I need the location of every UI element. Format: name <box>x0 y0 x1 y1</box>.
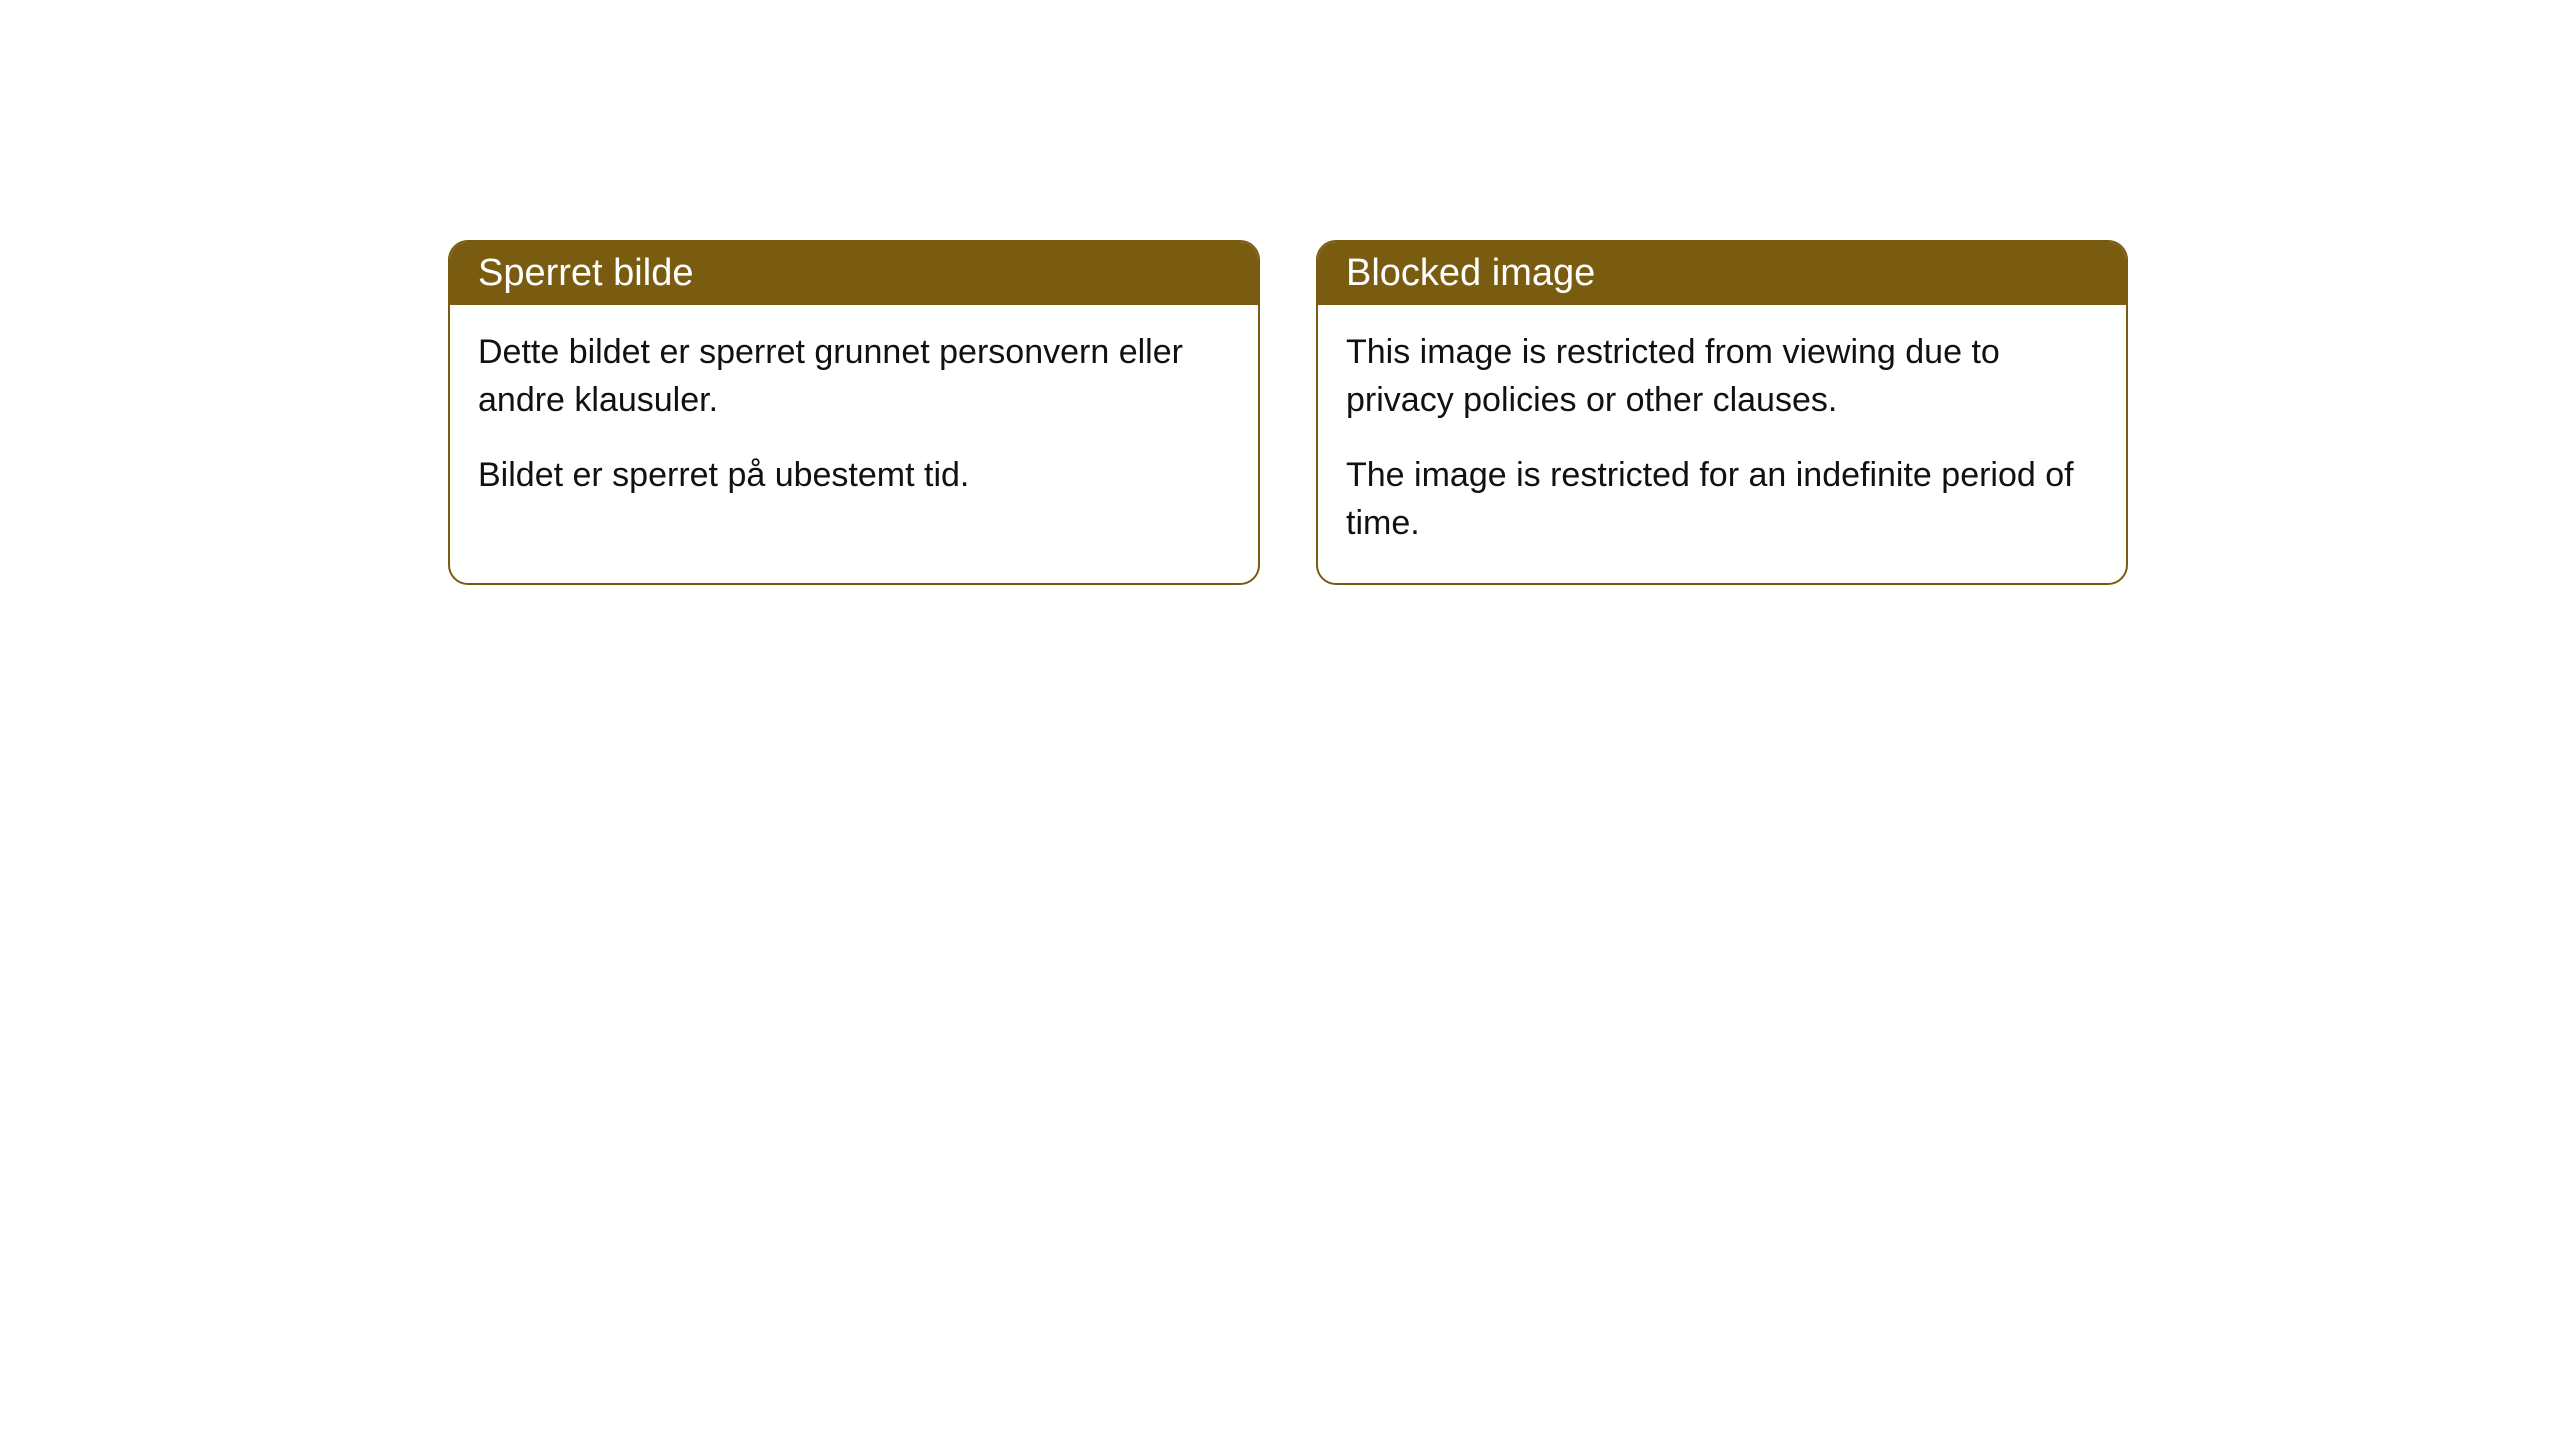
notice-cards-container: Sperret bilde Dette bildet er sperret gr… <box>448 240 2128 585</box>
card-paragraph: This image is restricted from viewing du… <box>1346 329 2098 424</box>
card-paragraph: Bildet er sperret på ubestemt tid. <box>478 452 1230 500</box>
card-header-norwegian: Sperret bilde <box>450 242 1258 305</box>
notice-card-norwegian: Sperret bilde Dette bildet er sperret gr… <box>448 240 1260 585</box>
notice-card-english: Blocked image This image is restricted f… <box>1316 240 2128 585</box>
card-paragraph: The image is restricted for an indefinit… <box>1346 452 2098 547</box>
card-title: Sperret bilde <box>478 252 693 294</box>
card-body-norwegian: Dette bildet er sperret grunnet personve… <box>450 305 1258 536</box>
card-paragraph: Dette bildet er sperret grunnet personve… <box>478 329 1230 424</box>
card-header-english: Blocked image <box>1318 242 2126 305</box>
card-body-english: This image is restricted from viewing du… <box>1318 305 2126 583</box>
card-title: Blocked image <box>1346 252 1595 294</box>
